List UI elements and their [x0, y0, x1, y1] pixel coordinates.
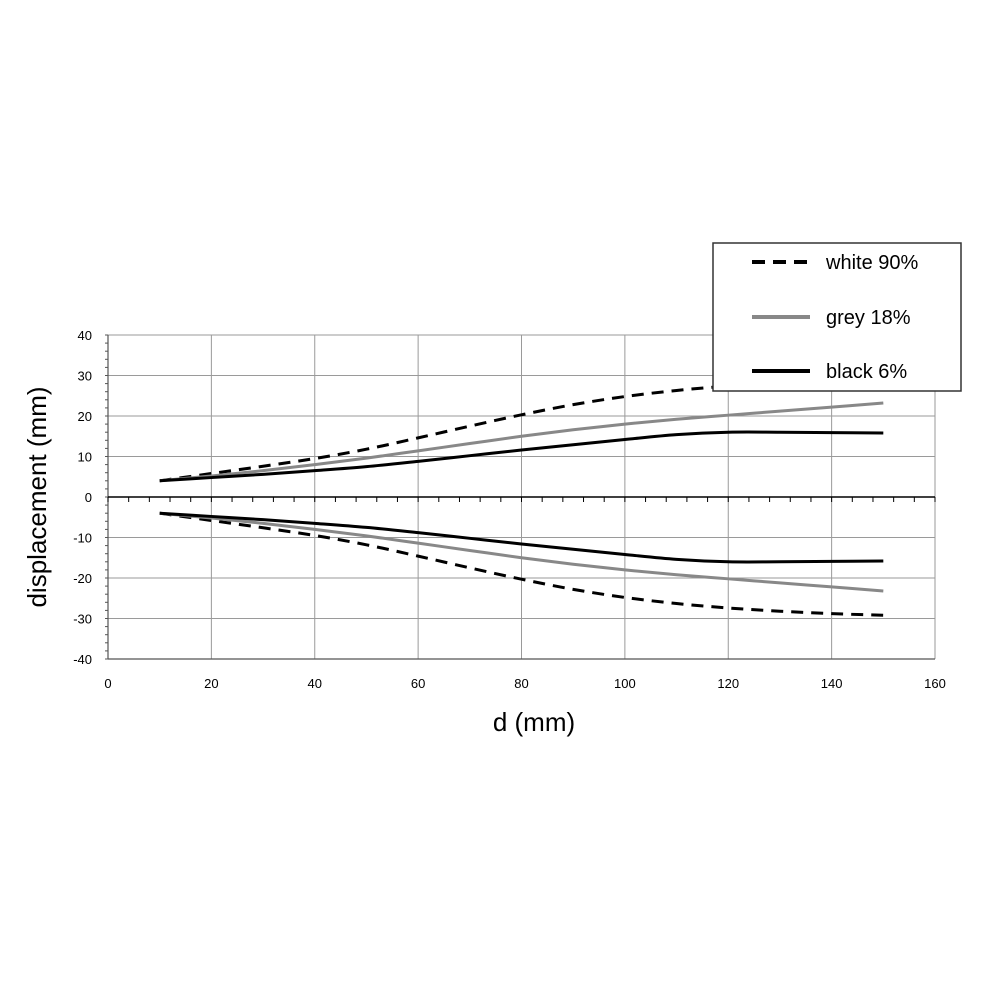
y-tick-label-7: 30	[78, 369, 92, 384]
legend-label-2: black 6%	[826, 361, 907, 383]
series-1-lower-line	[159, 511, 884, 593]
x-tick-label-0: 0	[104, 676, 111, 691]
x-tick-label-2: 40	[308, 676, 322, 691]
legend-label-0: white 90%	[825, 252, 918, 274]
x-axis-title: d (mm)	[493, 707, 575, 737]
y-tick-label-6: 20	[78, 409, 92, 424]
y-tick-label-1: -30	[73, 612, 92, 627]
legend-label-1: grey 18%	[826, 307, 911, 329]
y-tick-label-2: -20	[73, 571, 92, 586]
y-tick-label-4: 0	[85, 490, 92, 505]
series-2-lower-line	[159, 511, 884, 564]
x-tick-label-6: 120	[717, 676, 739, 691]
x-tick-label-3: 60	[411, 676, 425, 691]
x-tick-label-4: 80	[514, 676, 528, 691]
x-tick-label-7: 140	[821, 676, 843, 691]
series-2-upper-line	[159, 430, 884, 483]
tick-labels: 0 20 40 60 80 100 120 140 160 -40 -30 -20 -10 0 10 20 30…	[73, 328, 946, 691]
y-axis-title: displacement (mm)	[22, 386, 52, 607]
y-tick-label-5: 10	[78, 450, 92, 465]
x-tick-label-1: 20	[204, 676, 218, 691]
series-1-upper-line	[159, 401, 884, 483]
y-tick-label-3: -10	[73, 531, 92, 546]
y-tick-label-0: -40	[73, 652, 92, 667]
x-tick-label-5: 100	[614, 676, 636, 691]
series-lines	[159, 377, 884, 617]
axes	[105, 334, 936, 660]
series-0-lower-line	[159, 511, 884, 617]
y-tick-label-8: 40	[78, 328, 92, 343]
x-tick-label-8: 160	[924, 676, 946, 691]
series-0-upper-line	[159, 377, 884, 483]
legend: white 90% grey 18% black 6%	[712, 242, 962, 392]
